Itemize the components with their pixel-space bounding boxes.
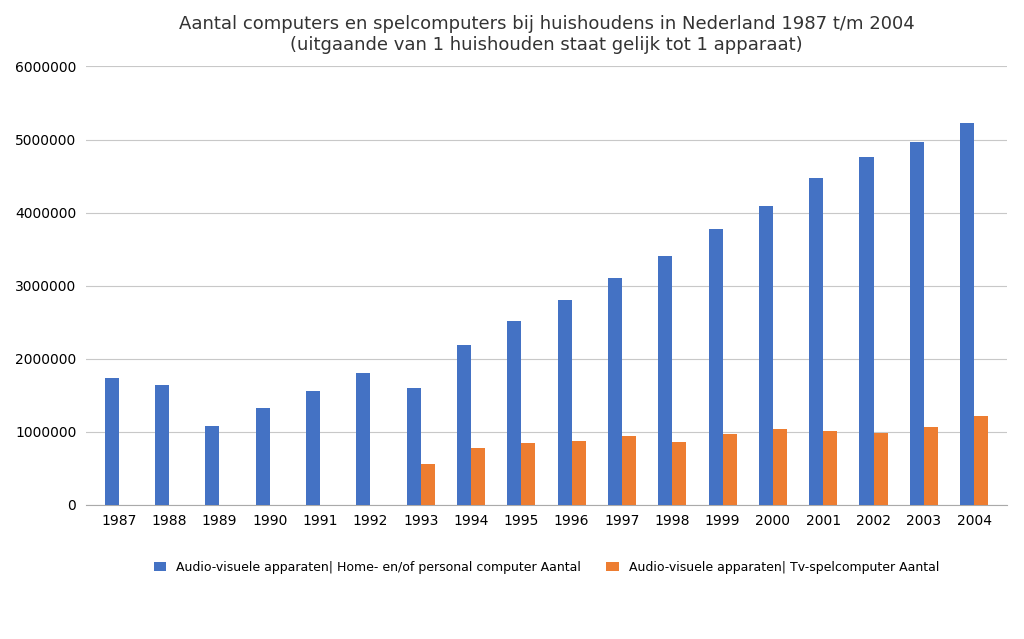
Bar [873, 433, 888, 505]
Bar [809, 178, 823, 505]
Legend: Audio-visuele apparaten| Home- en/of personal computer Aantal, Audio-visuele app: Audio-visuele apparaten| Home- en/of per… [147, 555, 945, 580]
Bar [155, 385, 169, 505]
Bar [521, 443, 536, 505]
Bar [823, 431, 838, 505]
Bar [859, 157, 873, 505]
Bar [773, 429, 787, 505]
Bar [507, 321, 521, 505]
Bar [206, 426, 219, 505]
Bar [421, 464, 435, 505]
Bar [622, 436, 636, 505]
Bar [571, 441, 586, 505]
Bar [407, 388, 421, 505]
Bar [709, 229, 723, 505]
Bar [909, 142, 924, 505]
Bar [759, 206, 773, 505]
Bar [356, 373, 371, 505]
Bar [306, 392, 321, 505]
Bar [104, 378, 119, 505]
Title: Aantal computers en spelcomputers bij huishoudens in Nederland 1987 t/m 2004
(ui: Aantal computers en spelcomputers bij hu… [178, 15, 914, 54]
Bar [961, 123, 974, 505]
Bar [673, 442, 686, 505]
Bar [558, 300, 571, 505]
Bar [256, 408, 269, 505]
Bar [658, 256, 673, 505]
Bar [924, 427, 938, 505]
Bar [723, 434, 736, 505]
Bar [471, 448, 485, 505]
Bar [608, 277, 622, 505]
Bar [974, 415, 988, 505]
Bar [457, 346, 471, 505]
